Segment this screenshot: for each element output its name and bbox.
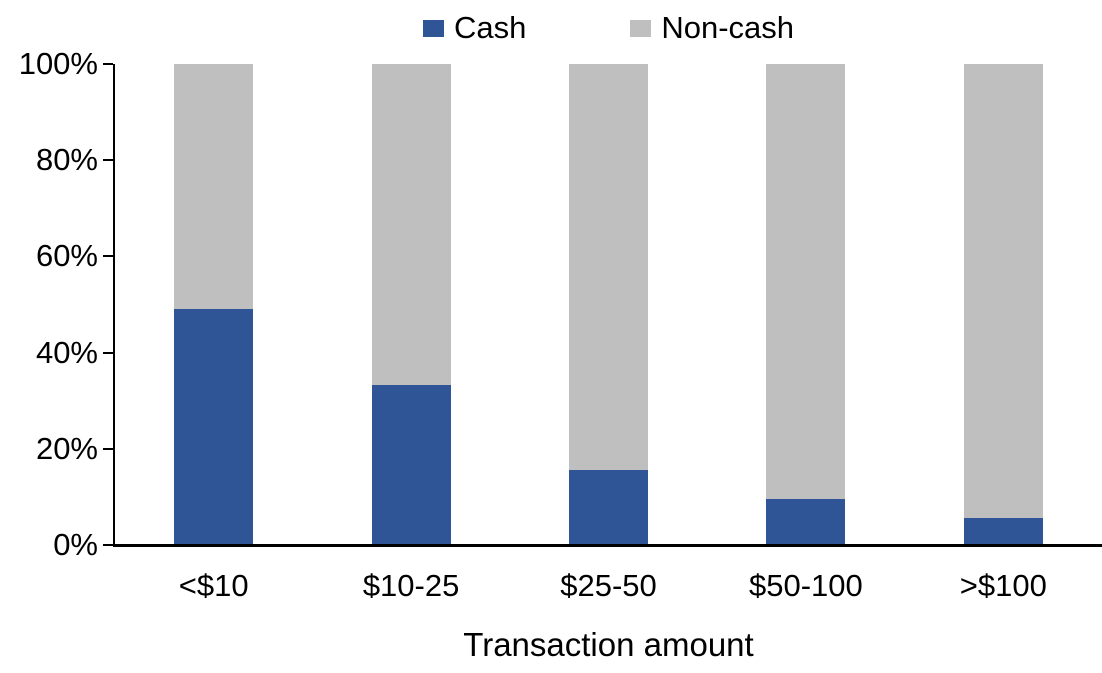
legend-item-cash: Cash [422,9,527,47]
bar [568,64,648,545]
category-cell [905,64,1102,545]
bar-segment-non-cash [963,64,1043,519]
bar [371,64,451,545]
bar-segment-cash [371,384,451,545]
bar-segment-non-cash [174,64,254,310]
bar-segment-non-cash [371,64,451,385]
cash-swatch-icon [422,19,444,37]
legend-item-non-cash: Non-cash [630,9,794,47]
x-category-label: <$10 [178,568,249,603]
y-tick-mark [103,447,113,450]
y-axis-line [113,64,115,547]
category-cell [707,64,904,545]
x-axis-category-labels: <$10 $10-25 $25-50 $50-100 >$100 [115,567,1102,607]
y-tick-mark [103,255,113,258]
bar-segment-cash [963,518,1043,545]
bar-segment-non-cash [568,64,648,470]
non-cash-swatch-icon [630,19,652,37]
x-category-label: $50-100 [748,568,863,603]
x-axis-title: Transaction amount [463,626,754,663]
bar [174,64,254,545]
legend-label-non-cash: Non-cash [661,10,795,45]
x-category-label: $25-50 [560,568,657,603]
bar [963,64,1043,545]
y-tick-label: 20% [35,430,98,466]
legend: Cash Non-cash [115,6,1102,50]
x-category-label: >$100 [959,568,1047,603]
legend-label-cash: Cash [453,10,527,45]
y-tick-mark [103,351,113,354]
y-tick-mark [103,544,113,546]
y-tick-label: 40% [35,334,98,370]
y-tick-mark [103,63,113,65]
category-cell [510,64,707,545]
x-category-label: $10-25 [362,568,460,603]
plot-area [115,64,1102,545]
y-tick-label: 60% [35,238,98,274]
y-tick-label: 80% [35,142,98,178]
bar [766,64,846,545]
y-tick-mark [103,159,113,162]
category-cell [115,64,312,545]
x-axis-line [113,544,1102,547]
category-cell [312,64,509,545]
bar-segment-cash [766,498,846,545]
y-tick-label: 100% [18,46,98,81]
bar-segment-cash [568,469,648,545]
bar-segment-cash [174,309,254,545]
y-tick-label: 0% [53,527,98,562]
bar-segment-non-cash [766,64,846,499]
